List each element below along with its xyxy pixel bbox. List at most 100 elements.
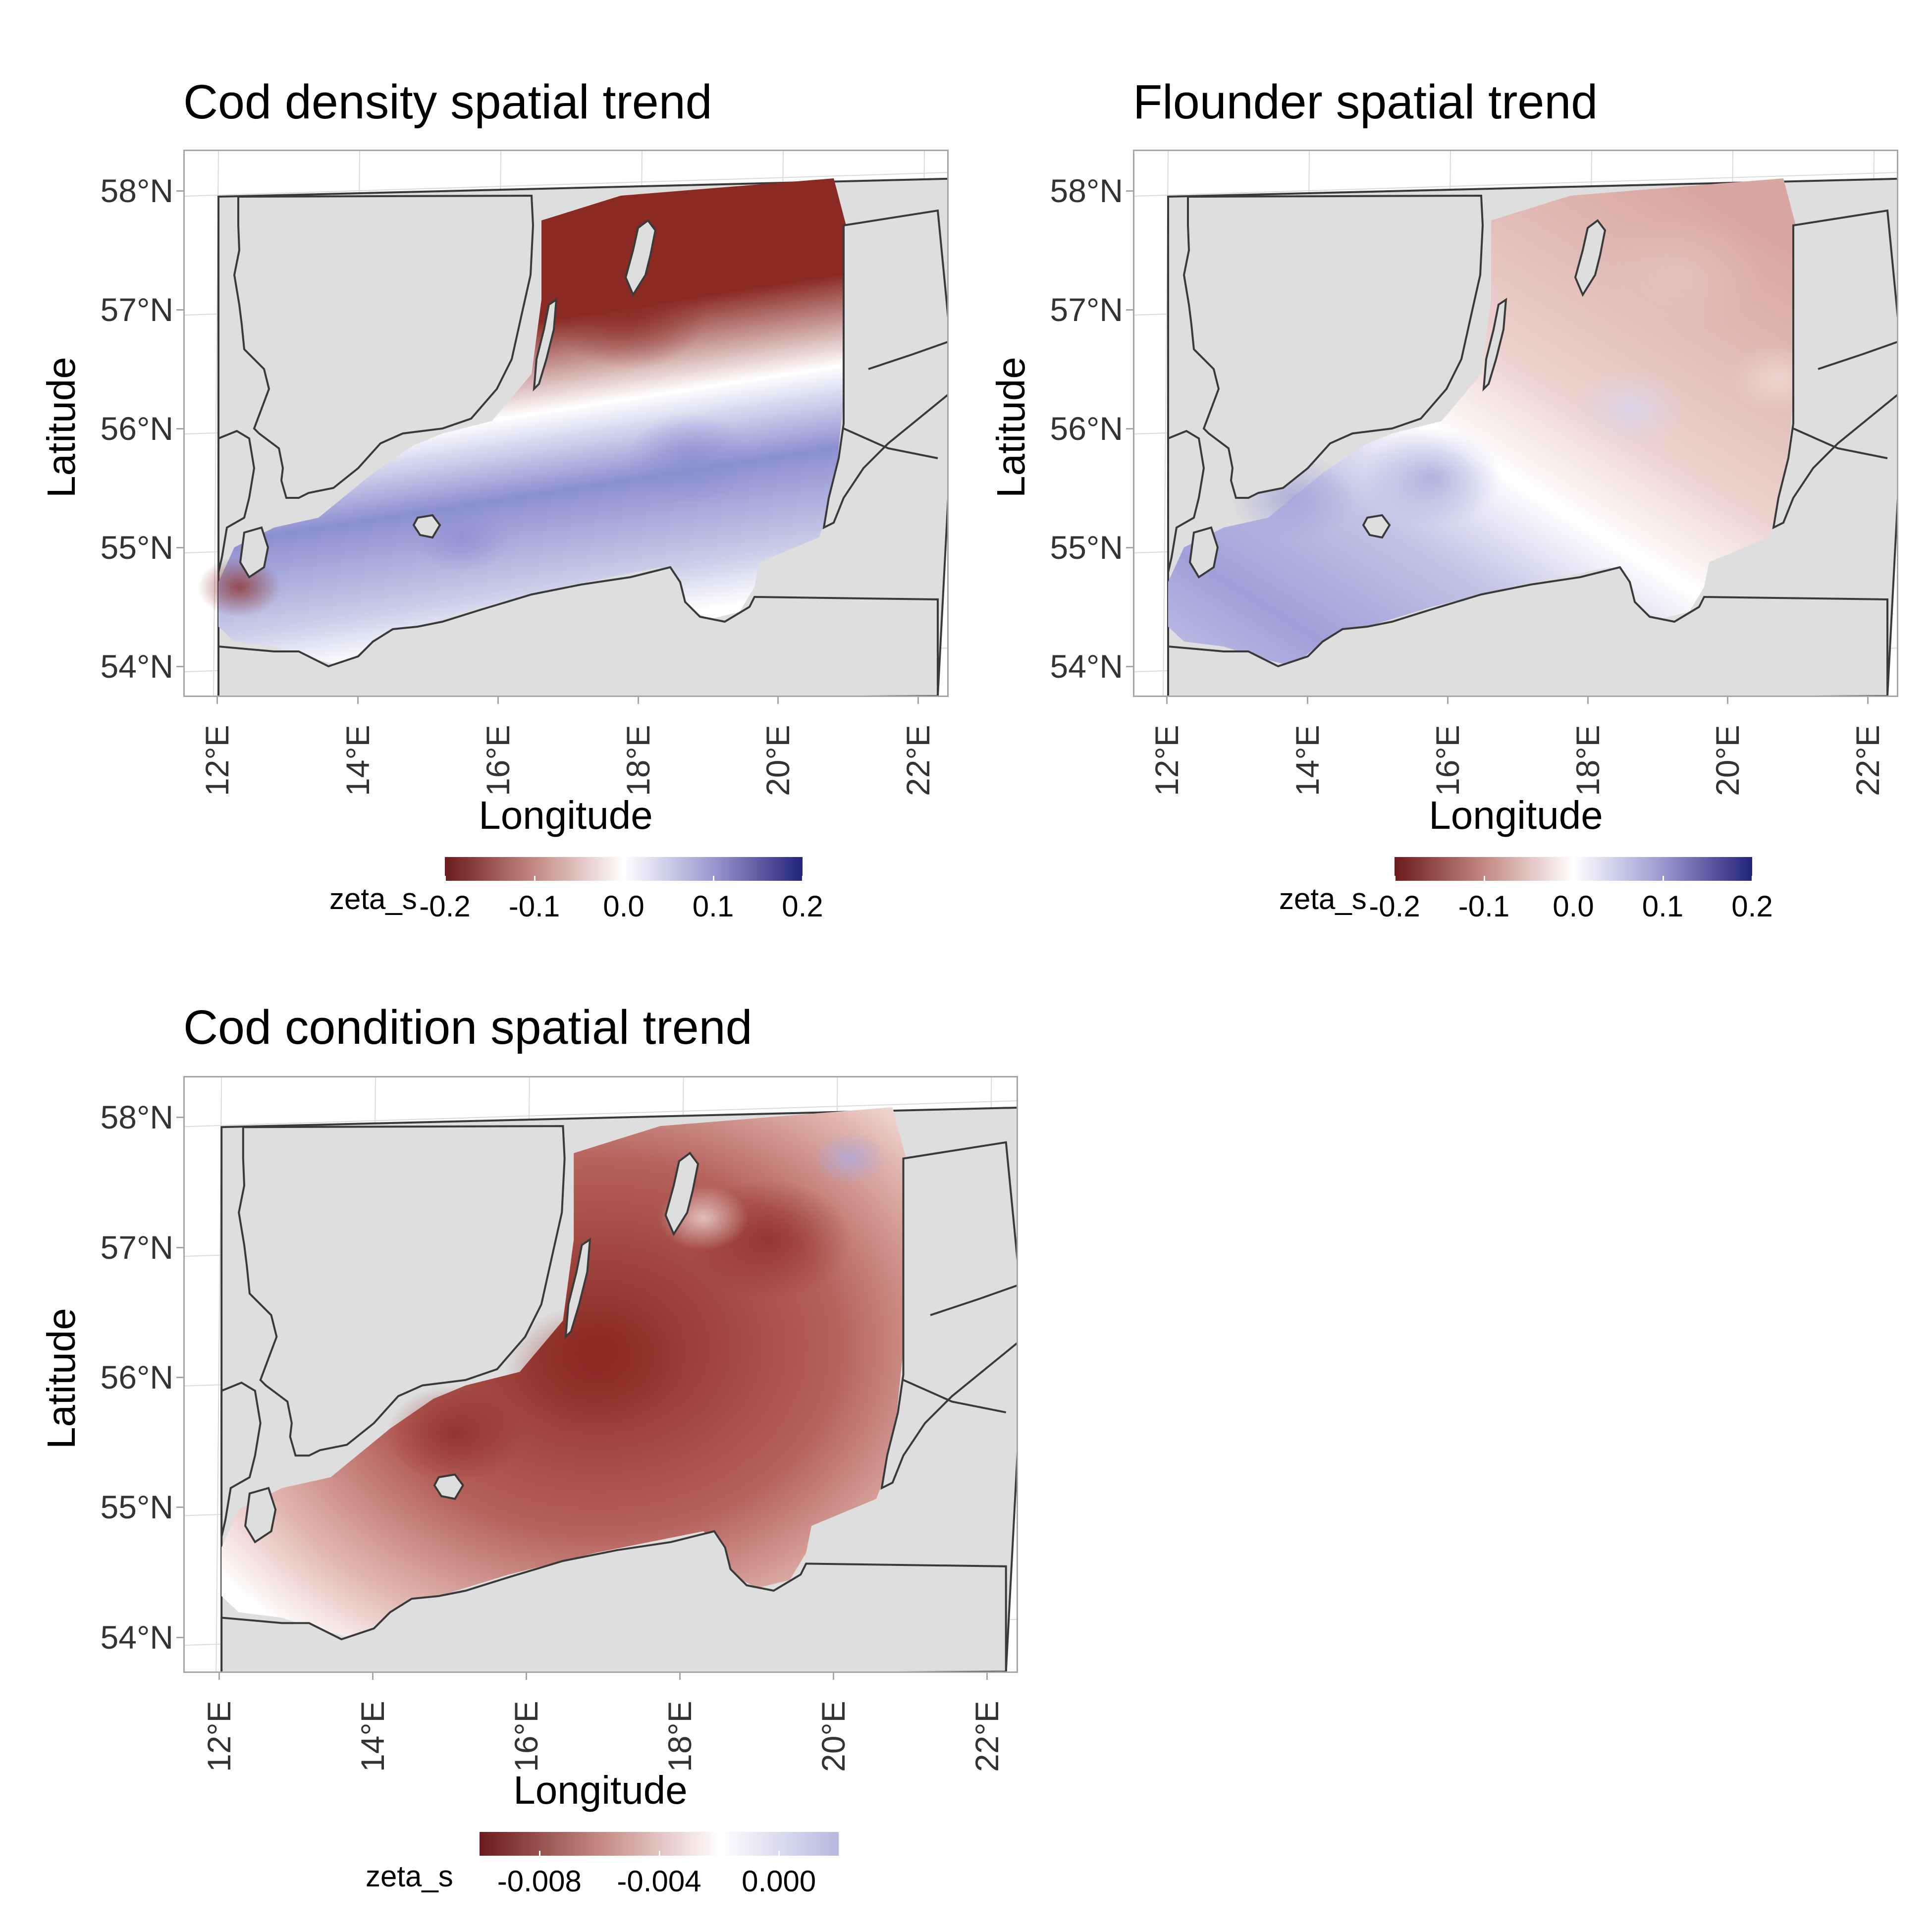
legend-tick (534, 876, 536, 881)
x-axis-title: Longitude (479, 793, 653, 837)
legend-tick (538, 1851, 540, 1856)
land-zealand (239, 526, 269, 579)
border-line (1793, 428, 1888, 459)
y-tick-label: 55°N (100, 529, 173, 566)
legend-tick-label: -0.1 (508, 890, 560, 923)
legend-tick (1662, 876, 1664, 881)
panel-title: Flounder spatial trend (1133, 75, 1598, 129)
y-tick-label: 58°N (100, 1099, 173, 1135)
y-tick-mark (1126, 309, 1133, 311)
trend-patch (198, 557, 281, 617)
legend-tick-label: 0.2 (782, 890, 823, 923)
land-sweden (1182, 194, 1484, 499)
trend-patch (811, 1131, 887, 1186)
y-tick-mark (176, 1247, 183, 1248)
border-line (903, 1379, 1007, 1414)
y-tick-mark (176, 428, 183, 429)
y-tick-mark (1126, 547, 1133, 548)
island-gotland (1574, 219, 1607, 297)
y-tick-mark (176, 1506, 183, 1508)
trend-patch (628, 414, 752, 503)
land-south-coast (1167, 566, 1888, 696)
map-canvas (1134, 151, 1897, 696)
x-tick-mark (357, 697, 359, 704)
trend-patch (504, 1304, 687, 1434)
x-tick-mark (1867, 697, 1869, 704)
y-tick-mark (176, 547, 183, 548)
x-tick-mark (216, 697, 218, 704)
trend-patch (1362, 429, 1501, 528)
legend-title: zeta_s (366, 1860, 453, 1893)
y-tick-mark (1126, 666, 1133, 667)
border-line (930, 1285, 1017, 1316)
y-tick-label: 57°N (1050, 291, 1123, 328)
legend-tick-label: 0.2 (1731, 890, 1773, 923)
legend-tick (1573, 876, 1574, 881)
land-south-coast (220, 1530, 1007, 1671)
y-tick-mark (176, 309, 183, 311)
x-tick-label: 12°E (1148, 725, 1185, 796)
island-bornholm (412, 514, 441, 539)
map-frame (1133, 150, 1898, 697)
x-tick-label: 14°E (1289, 725, 1326, 796)
x-tick-mark (917, 697, 919, 704)
y-tick-label: 57°N (100, 1229, 173, 1266)
x-tick-mark (1307, 697, 1308, 704)
land-south-coast (217, 566, 939, 696)
legend-tick (1752, 876, 1753, 881)
land-baltic-states (1772, 209, 1897, 530)
land-denmark (220, 1381, 262, 1537)
legend-title: zeta_s (1279, 882, 1367, 915)
land-zealand (1188, 526, 1219, 579)
legend-tick-label: -0.2 (419, 890, 471, 923)
legend-tick (623, 876, 625, 881)
legend-tick-label: -0.004 (617, 1865, 701, 1898)
x-tick-label: 14°E (354, 1701, 391, 1772)
island-oland (1482, 298, 1507, 392)
island-gotland (664, 1151, 699, 1236)
land-sweden (238, 1125, 566, 1457)
legend-tick (802, 876, 804, 881)
x-tick-label: 20°E (815, 1701, 852, 1772)
y-axis-title: Latitude (39, 357, 83, 498)
y-tick-label: 55°N (100, 1489, 173, 1525)
island-bornholm (1362, 514, 1391, 539)
x-tick-mark (1447, 697, 1449, 704)
x-tick-mark (218, 1673, 220, 1680)
legend-tick-label: -0.2 (1369, 890, 1420, 923)
y-tick-mark (176, 190, 183, 192)
x-tick-label: 20°E (759, 725, 796, 796)
x-tick-mark (372, 1673, 374, 1680)
x-tick-mark (986, 1673, 988, 1680)
x-tick-label: 16°E (1429, 725, 1466, 796)
trend-patch (1574, 369, 1685, 448)
x-tick-label: 20°E (1709, 725, 1746, 796)
trend-patch (386, 1385, 523, 1483)
y-tick-label: 56°N (1050, 410, 1123, 447)
y-tick-mark (1126, 190, 1133, 192)
x-axis-title: Longitude (513, 1768, 688, 1812)
x-tick-label: 22°E (1849, 725, 1886, 796)
island-oland (564, 1237, 591, 1340)
x-tick-mark (1166, 697, 1168, 704)
x-tick-label: 18°E (661, 1701, 698, 1772)
y-tick-label: 54°N (100, 648, 173, 685)
legend-tick-label: 0.1 (1642, 890, 1684, 923)
legend-tick (1483, 876, 1485, 881)
island-bornholm (433, 1473, 465, 1500)
y-tick-label: 57°N (100, 291, 173, 328)
map-canvas (185, 1077, 1017, 1671)
legend-tick-label: 0.0 (603, 890, 644, 923)
x-tick-label: 22°E (900, 725, 936, 796)
trend-patch (1596, 215, 1763, 334)
x-tick-mark (679, 1673, 681, 1680)
legend-tick-label: 0.0 (1553, 890, 1594, 923)
y-tick-label: 55°N (1050, 529, 1123, 566)
legend-tick-label: 0.000 (742, 1865, 816, 1898)
y-tick-mark (176, 1117, 183, 1118)
legend-tick (1394, 876, 1395, 881)
x-tick-mark (833, 1673, 834, 1680)
x-tick-label: 16°E (480, 725, 516, 796)
panel-title: Cod condition spatial trend (183, 1000, 752, 1054)
trend-patch (414, 503, 511, 572)
